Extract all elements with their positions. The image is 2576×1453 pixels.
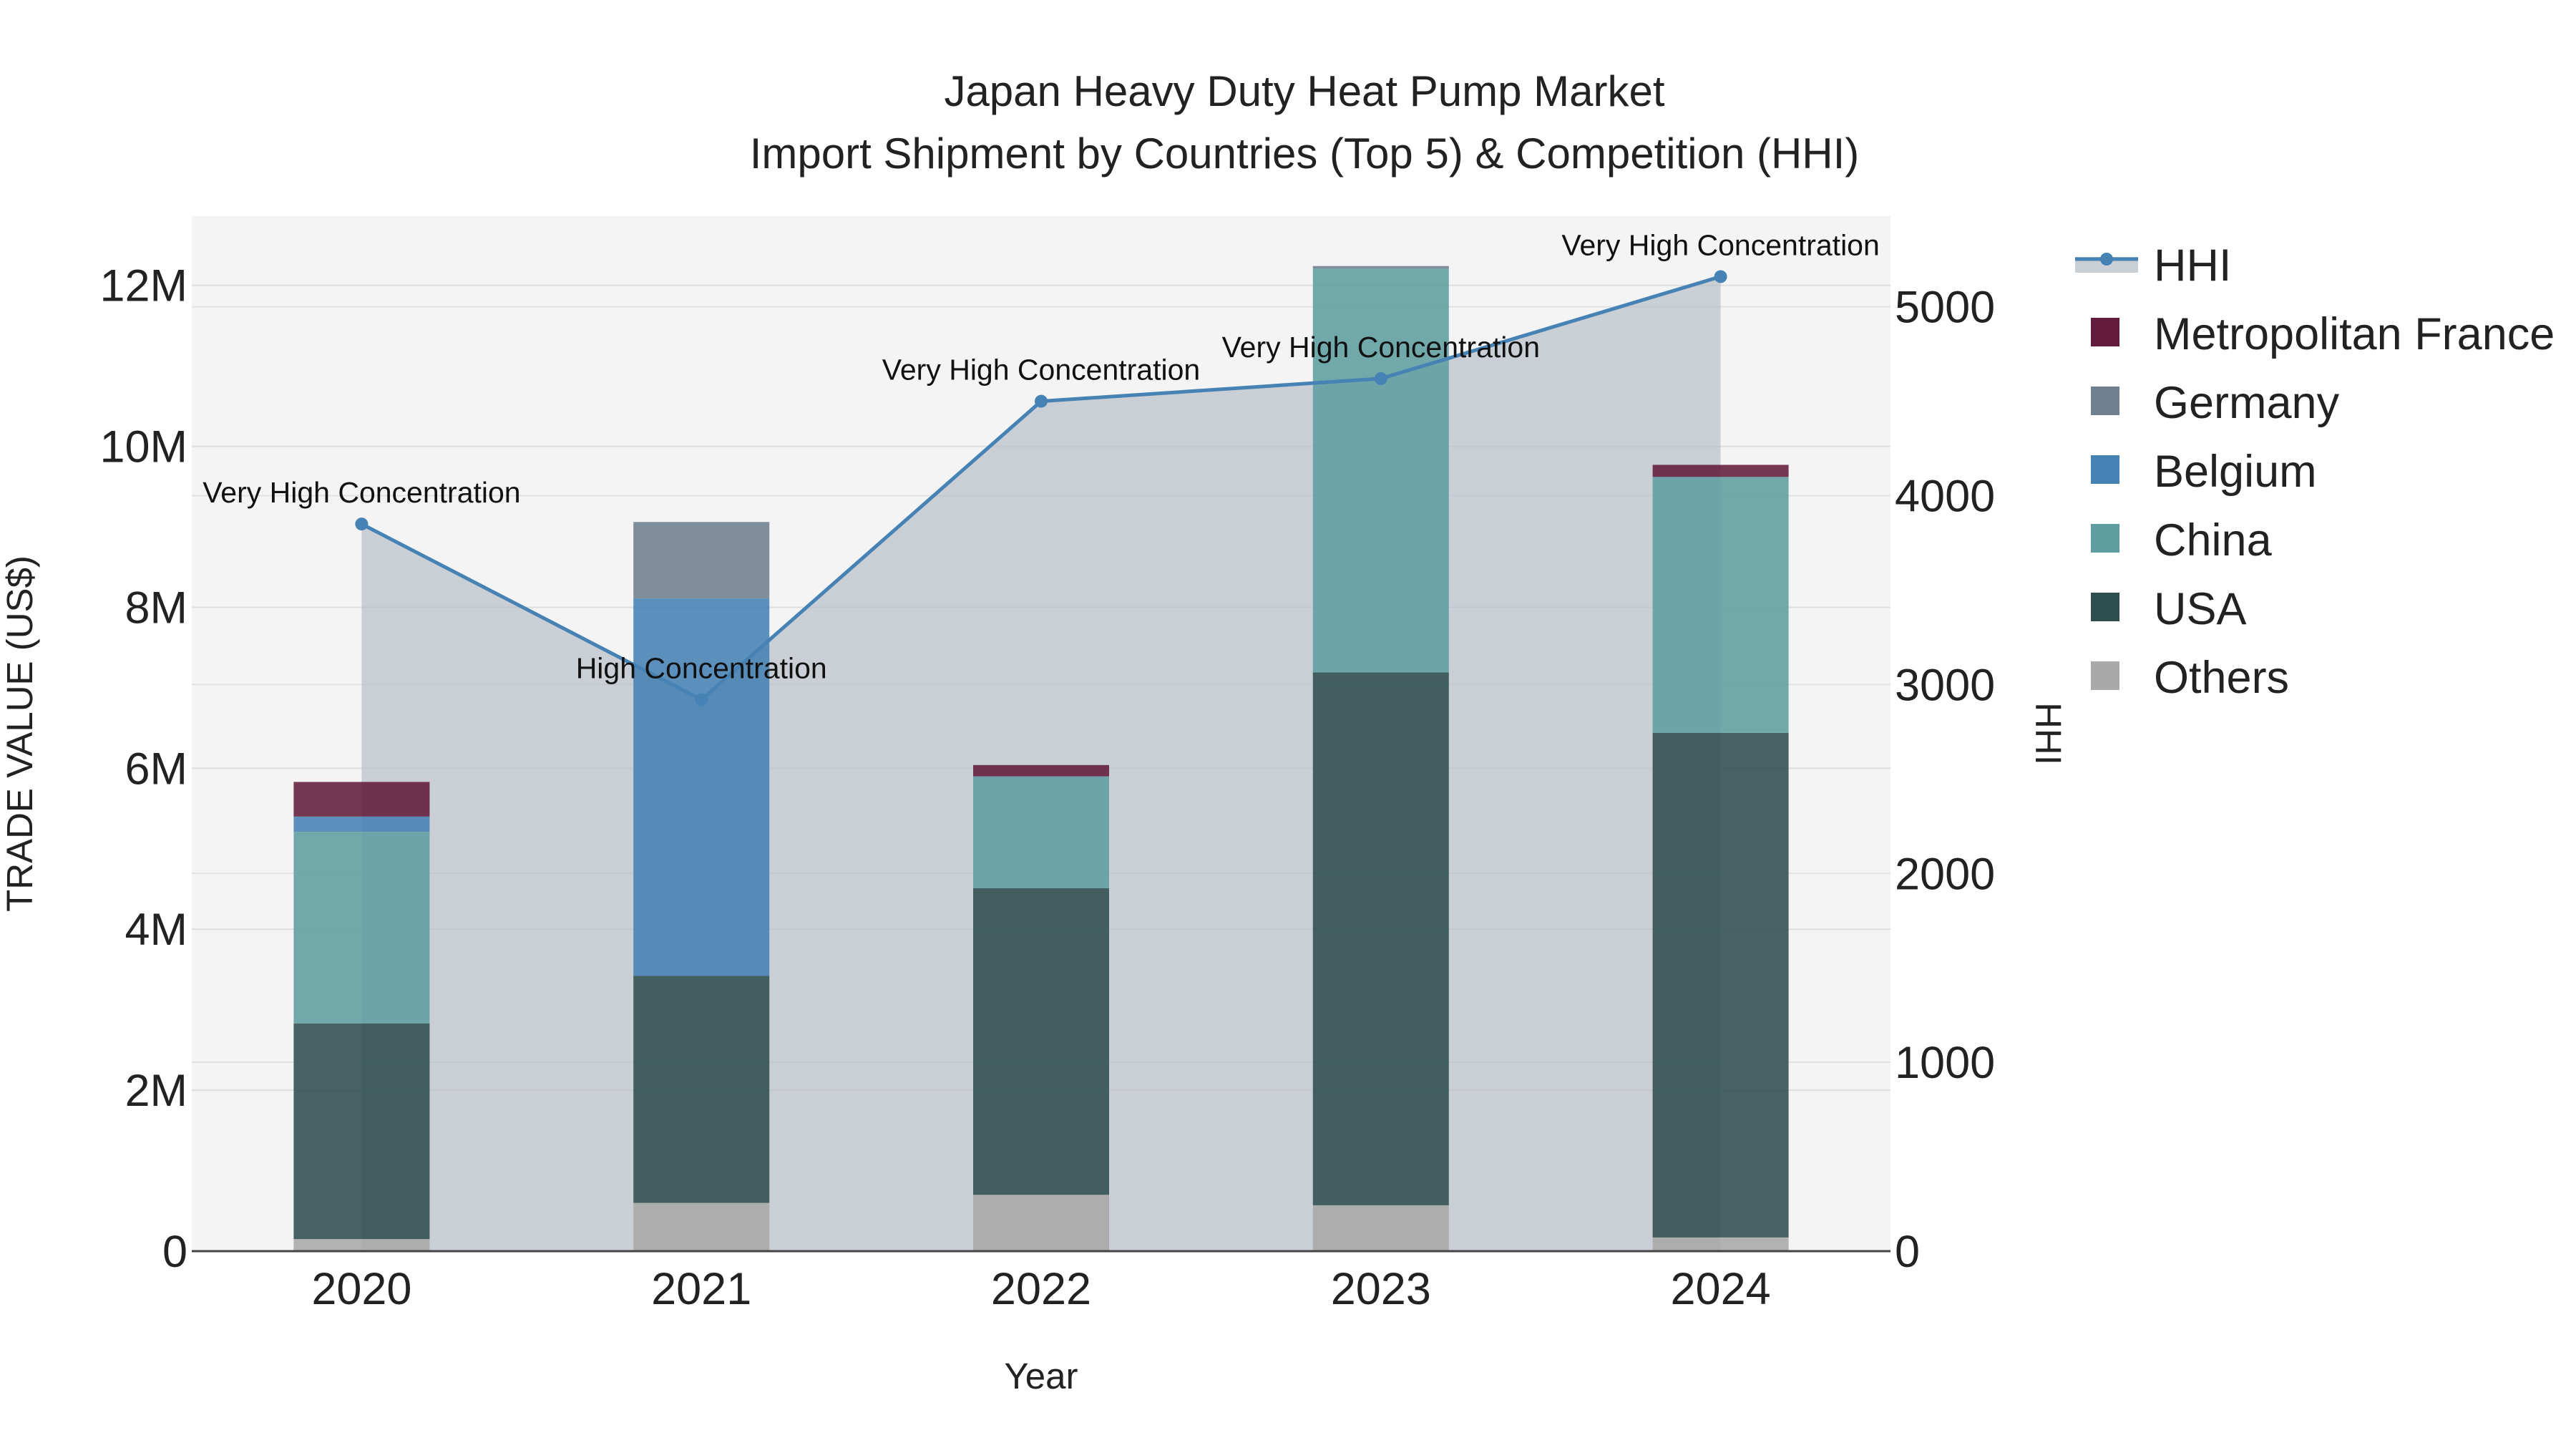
y-axis-title: TRADE VALUE (US$) xyxy=(0,555,40,912)
legend-swatch-others xyxy=(2091,661,2119,690)
x-tick-label-2020: 2020 xyxy=(311,1264,411,1314)
y-tick-label-12M: 12M xyxy=(99,261,187,311)
legend-swatch-hhi-marker xyxy=(2100,253,2113,266)
hhi-annotation-2022: Very High Concentration xyxy=(882,354,1200,387)
bar-usa-2020 xyxy=(293,1023,430,1240)
x-tick-label-2023: 2023 xyxy=(1331,1264,1431,1314)
hhi-marker-2024 xyxy=(1714,270,1727,283)
bar-china-2023 xyxy=(1312,268,1449,673)
x-tick-label-2024: 2024 xyxy=(1671,1264,1771,1314)
hhi-annotation-2020: Very High Concentration xyxy=(203,476,520,509)
chart-title: Japan Heavy Duty Heat Pump Market xyxy=(944,67,1664,115)
x-tick-label-2021: 2021 xyxy=(651,1264,751,1314)
y-tick-label-2M: 2M xyxy=(125,1066,187,1116)
y-tick-label-0: 0 xyxy=(162,1227,187,1277)
legend-swatch-usa xyxy=(2091,593,2119,621)
legend-swatch-metropolitan-france xyxy=(2091,318,2119,346)
legend-label-metropolitan-france: Metropolitan France xyxy=(2154,309,2555,359)
y2-axis-title: HHI xyxy=(2028,702,2069,765)
y2-tick-label-4000: 4000 xyxy=(1895,472,1995,522)
bar-usa-2023 xyxy=(1312,672,1449,1205)
bar-usa-2021 xyxy=(633,976,770,1203)
hhi-marker-2021 xyxy=(695,693,708,706)
bar-germany-2023 xyxy=(1312,266,1449,269)
hhi-marker-2023 xyxy=(1374,371,1387,385)
bar-usa-2024 xyxy=(1652,732,1789,1238)
legend-swatch-germany xyxy=(2091,387,2119,415)
bar-china-2022 xyxy=(973,776,1109,888)
y2-tick-label-3000: 3000 xyxy=(1895,660,1995,710)
chart-subtitle: Import Shipment by Countries (Top 5) & C… xyxy=(750,130,1860,178)
bar-metropolitan-france-2022 xyxy=(973,764,1109,777)
legend: HHI Metropolitan France Germany Belgium Chin… xyxy=(2075,240,2555,703)
x-tick-label-2022: 2022 xyxy=(991,1264,1091,1314)
hhi-marker-2022 xyxy=(1035,394,1048,408)
hhi-annotation-2024: Very High Concentration xyxy=(1561,228,1879,261)
hhi-annotation-2021: High Concentration xyxy=(576,652,827,685)
y-tick-label-10M: 10M xyxy=(99,422,187,472)
legend-label-usa: USA xyxy=(2154,584,2247,634)
legend-label-others: Others xyxy=(2154,653,2289,703)
bar-others-2020 xyxy=(293,1239,430,1251)
x-axis-title: Year xyxy=(1004,1356,1078,1396)
legend-label-belgium: Belgium xyxy=(2154,447,2317,497)
y2-tick-label-0: 0 xyxy=(1895,1227,1920,1277)
y-tick-label-4M: 4M xyxy=(125,905,187,955)
bar-china-2024 xyxy=(1652,477,1789,733)
legend-label-hhi: HHI xyxy=(2154,240,2232,291)
legend-label-china: China xyxy=(2154,515,2273,565)
bar-others-2022 xyxy=(973,1195,1109,1251)
y2-tick-label-5000: 5000 xyxy=(1895,283,1995,333)
y-tick-label-8M: 8M xyxy=(125,583,187,633)
legend-swatch-belgium xyxy=(2091,455,2119,484)
bar-china-2020 xyxy=(293,832,430,1024)
bar-others-2021 xyxy=(633,1202,770,1251)
bar-usa-2022 xyxy=(973,888,1109,1195)
bar-germany-2021 xyxy=(633,522,770,599)
legend-swatch-china xyxy=(2091,524,2119,553)
y-tick-label-6M: 6M xyxy=(125,744,187,794)
hhi-marker-2020 xyxy=(355,517,369,531)
bar-metropolitan-france-2024 xyxy=(1652,465,1789,477)
bar-belgium-2020 xyxy=(293,816,430,832)
legend-label-germany: Germany xyxy=(2154,378,2340,428)
bar-metropolitan-france-2020 xyxy=(293,782,430,817)
y2-tick-label-1000: 1000 xyxy=(1895,1038,1995,1088)
bar-others-2023 xyxy=(1312,1205,1449,1251)
bar-others-2024 xyxy=(1652,1237,1789,1251)
hhi-annotation-2023: Very High Concentration xyxy=(1222,331,1540,364)
y2-tick-label-2000: 2000 xyxy=(1895,849,1995,899)
